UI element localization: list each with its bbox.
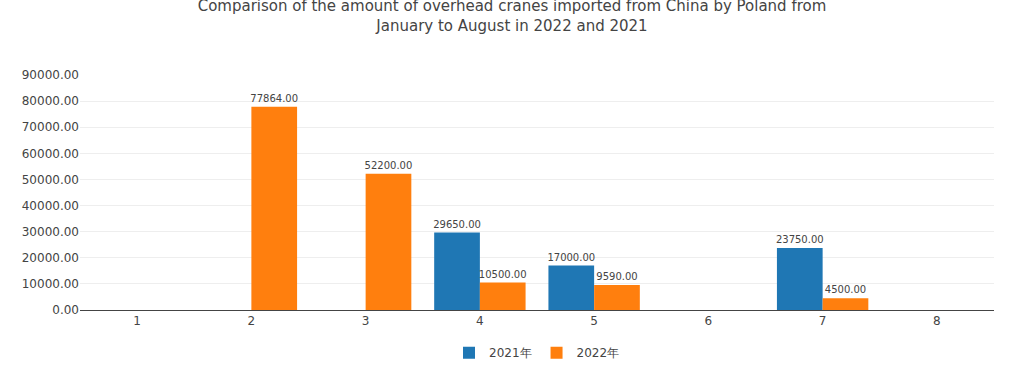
- svg-text:60000.00: 60000.00: [22, 147, 79, 161]
- svg-text:70000.00: 70000.00: [22, 120, 79, 134]
- svg-text:20000.00: 20000.00: [22, 251, 79, 265]
- svg-text:40000.00: 40000.00: [22, 199, 79, 213]
- svg-text:80000.00: 80000.00: [22, 94, 79, 108]
- svg-text:5: 5: [590, 314, 598, 328]
- svg-text:2021年: 2021年: [489, 346, 532, 360]
- svg-text:23750.00: 23750.00: [776, 234, 824, 245]
- svg-text:10000.00: 10000.00: [22, 277, 79, 291]
- svg-text:2022年: 2022年: [577, 346, 620, 360]
- svg-text:0.00: 0.00: [52, 303, 79, 317]
- svg-text:30000.00: 30000.00: [22, 225, 79, 239]
- svg-text:4: 4: [476, 314, 484, 328]
- svg-text:50000.00: 50000.00: [22, 173, 79, 187]
- svg-text:3: 3: [362, 314, 370, 328]
- svg-text:9590.00: 9590.00: [596, 271, 637, 282]
- svg-text:Comparison of the amount of ov: Comparison of the amount of overhead cra…: [198, 0, 827, 35]
- svg-text:6: 6: [705, 314, 713, 328]
- svg-text:4500.00: 4500.00: [825, 284, 866, 295]
- svg-text:10500.00: 10500.00: [479, 269, 527, 280]
- svg-text:1: 1: [133, 314, 141, 328]
- svg-text:29650.00: 29650.00: [433, 219, 481, 230]
- svg-text:8: 8: [933, 314, 941, 328]
- svg-text:7: 7: [819, 314, 827, 328]
- svg-text:52200.00: 52200.00: [365, 160, 413, 171]
- svg-text:2: 2: [248, 314, 256, 328]
- svg-text:77864.00: 77864.00: [250, 93, 298, 104]
- svg-text:17000.00: 17000.00: [547, 252, 595, 263]
- svg-text:90000.00: 90000.00: [22, 68, 79, 82]
